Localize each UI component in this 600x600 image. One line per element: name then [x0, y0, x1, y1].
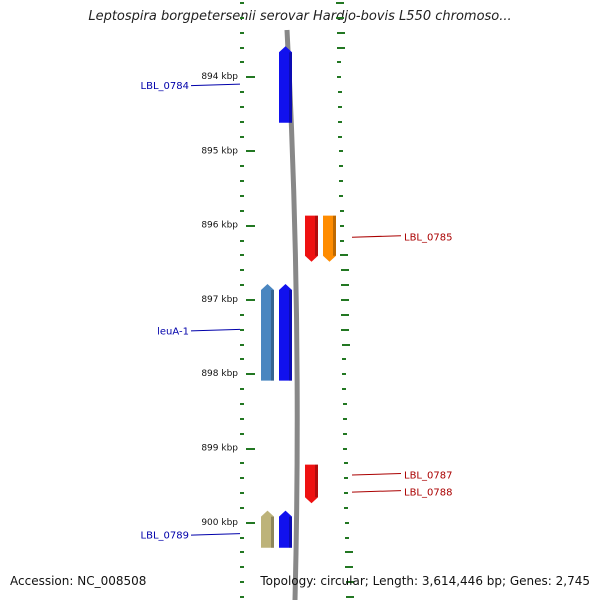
gene-arrow	[261, 510, 274, 548]
gene-label[interactable]: LBL_0787	[351, 470, 452, 481]
leader-line	[351, 472, 402, 476]
right-tick-ring	[336, 2, 354, 598]
topology-summary: Topology: circular; Length: 3,614,446 bp…	[260, 574, 590, 588]
gene-shade	[333, 215, 336, 256]
map-title: Leptospira borgpetersenii serovar Hardjo…	[88, 9, 512, 24]
left-tick-ring	[240, 2, 255, 598]
gene-shade	[315, 464, 318, 498]
gene-feature[interactable]	[261, 510, 274, 548]
gene-arrow	[261, 284, 274, 381]
gene-shade	[289, 516, 292, 548]
scale-labels: 894 kbp 895 kbp 896 kbp 897 kbp 898 kbp 899 k…	[201, 72, 238, 528]
gene-shade	[289, 290, 292, 381]
scale-label: 897 kbp	[201, 295, 238, 305]
gene-label-text: LBL_0789	[141, 531, 189, 542]
gene-shade	[315, 215, 318, 256]
gene-shade	[271, 516, 274, 548]
scale-label: 894 kbp	[201, 72, 238, 82]
leader-line	[190, 83, 241, 87]
scale-label: 900 kbp	[201, 518, 238, 528]
scale-label: 898 kbp	[201, 369, 238, 379]
gene-features	[261, 46, 336, 548]
scale-label: 896 kbp	[201, 221, 238, 231]
gene-feature[interactable]	[279, 510, 292, 548]
leader-line	[190, 328, 241, 332]
gene-shade	[289, 52, 292, 123]
gene-label[interactable]: LBL_0784	[141, 81, 241, 92]
gene-labels: LBL_0784 leuA-1 LBL_0789 LBL_0785 LBL_0787 LB…	[141, 81, 453, 542]
gene-label[interactable]: LBL_0785	[351, 233, 452, 244]
gene-feature[interactable]	[261, 284, 274, 381]
gene-label-text: LBL_0785	[404, 233, 452, 244]
scale-label: 899 kbp	[201, 444, 238, 454]
scale-label: 895 kbp	[201, 146, 238, 156]
gene-shade	[271, 290, 274, 381]
gene-feature[interactable]	[305, 215, 318, 262]
gene-feature[interactable]	[279, 284, 292, 381]
gene-label-text: LBL_0784	[141, 81, 189, 92]
leader-line	[351, 490, 402, 493]
gene-label[interactable]: leuA-1	[157, 326, 241, 337]
gene-arrow	[305, 215, 318, 262]
leader-line	[351, 235, 402, 238]
gene-feature[interactable]	[279, 46, 292, 123]
leader-line	[190, 533, 241, 536]
gene-arrow	[279, 46, 292, 123]
gene-label-text: LBL_0788	[404, 488, 452, 499]
gene-arrow	[279, 284, 292, 381]
gene-arrow	[323, 215, 336, 262]
gene-label[interactable]: LBL_0789	[141, 531, 241, 542]
gene-feature[interactable]	[323, 215, 336, 262]
gene-label-text: leuA-1	[157, 326, 189, 337]
accession-text: Accession: NC_008508	[10, 574, 147, 588]
gene-label-text: LBL_0787	[404, 470, 452, 481]
gene-feature[interactable]	[305, 464, 318, 504]
gene-arrow	[279, 510, 292, 548]
gene-arrow	[305, 464, 318, 504]
gene-label[interactable]: LBL_0788	[351, 488, 452, 499]
